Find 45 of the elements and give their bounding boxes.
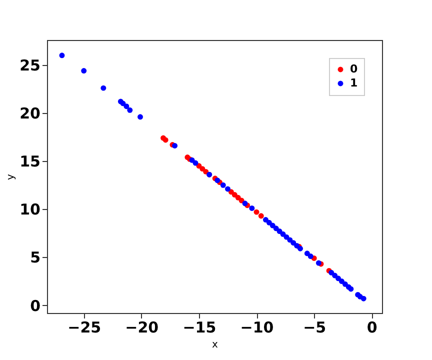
- point: [242, 200, 248, 206]
- y-tick-label: 15: [20, 152, 40, 171]
- point: [336, 276, 341, 282]
- point: [138, 114, 143, 120]
- point: [316, 260, 322, 266]
- legend-label: 1: [350, 76, 358, 90]
- x-axis-title: x: [212, 340, 218, 350]
- point: [81, 68, 87, 74]
- point: [258, 213, 264, 219]
- point: [360, 296, 366, 302]
- y-tick-label: 5: [30, 248, 40, 267]
- point: [220, 182, 226, 188]
- point: [100, 85, 106, 91]
- point: [203, 168, 209, 174]
- y-tick-label: 0: [30, 296, 40, 315]
- point: [254, 209, 260, 215]
- y-tick-label: 10: [20, 200, 40, 219]
- x-tick-label: 0: [366, 318, 378, 336]
- point: [348, 286, 354, 292]
- point: [225, 186, 230, 192]
- point: [232, 192, 238, 198]
- point: [200, 166, 206, 172]
- point: [276, 228, 282, 234]
- y-tick-label: 25: [20, 56, 40, 74]
- legend-label: 0: [350, 62, 358, 76]
- point: [328, 270, 334, 276]
- point: [262, 217, 268, 222]
- y-tick-label: 20: [20, 104, 40, 123]
- x-tick-label: −15: [182, 318, 216, 336]
- point: [124, 104, 130, 110]
- x-tick-label: −25: [68, 318, 102, 336]
- point: [192, 160, 198, 166]
- y-axis-title: y: [6, 174, 17, 180]
- x-tick-label: −10: [240, 318, 274, 336]
- x-tick-label: −5: [303, 318, 326, 336]
- point: [338, 278, 344, 284]
- point: [304, 250, 310, 256]
- point: [290, 240, 296, 246]
- point: [308, 254, 314, 260]
- point: [59, 52, 65, 58]
- x-tick-label: −20: [125, 318, 159, 336]
- point: [127, 107, 133, 113]
- point: [249, 205, 255, 211]
- point: [162, 137, 168, 143]
- point: [172, 143, 178, 148]
